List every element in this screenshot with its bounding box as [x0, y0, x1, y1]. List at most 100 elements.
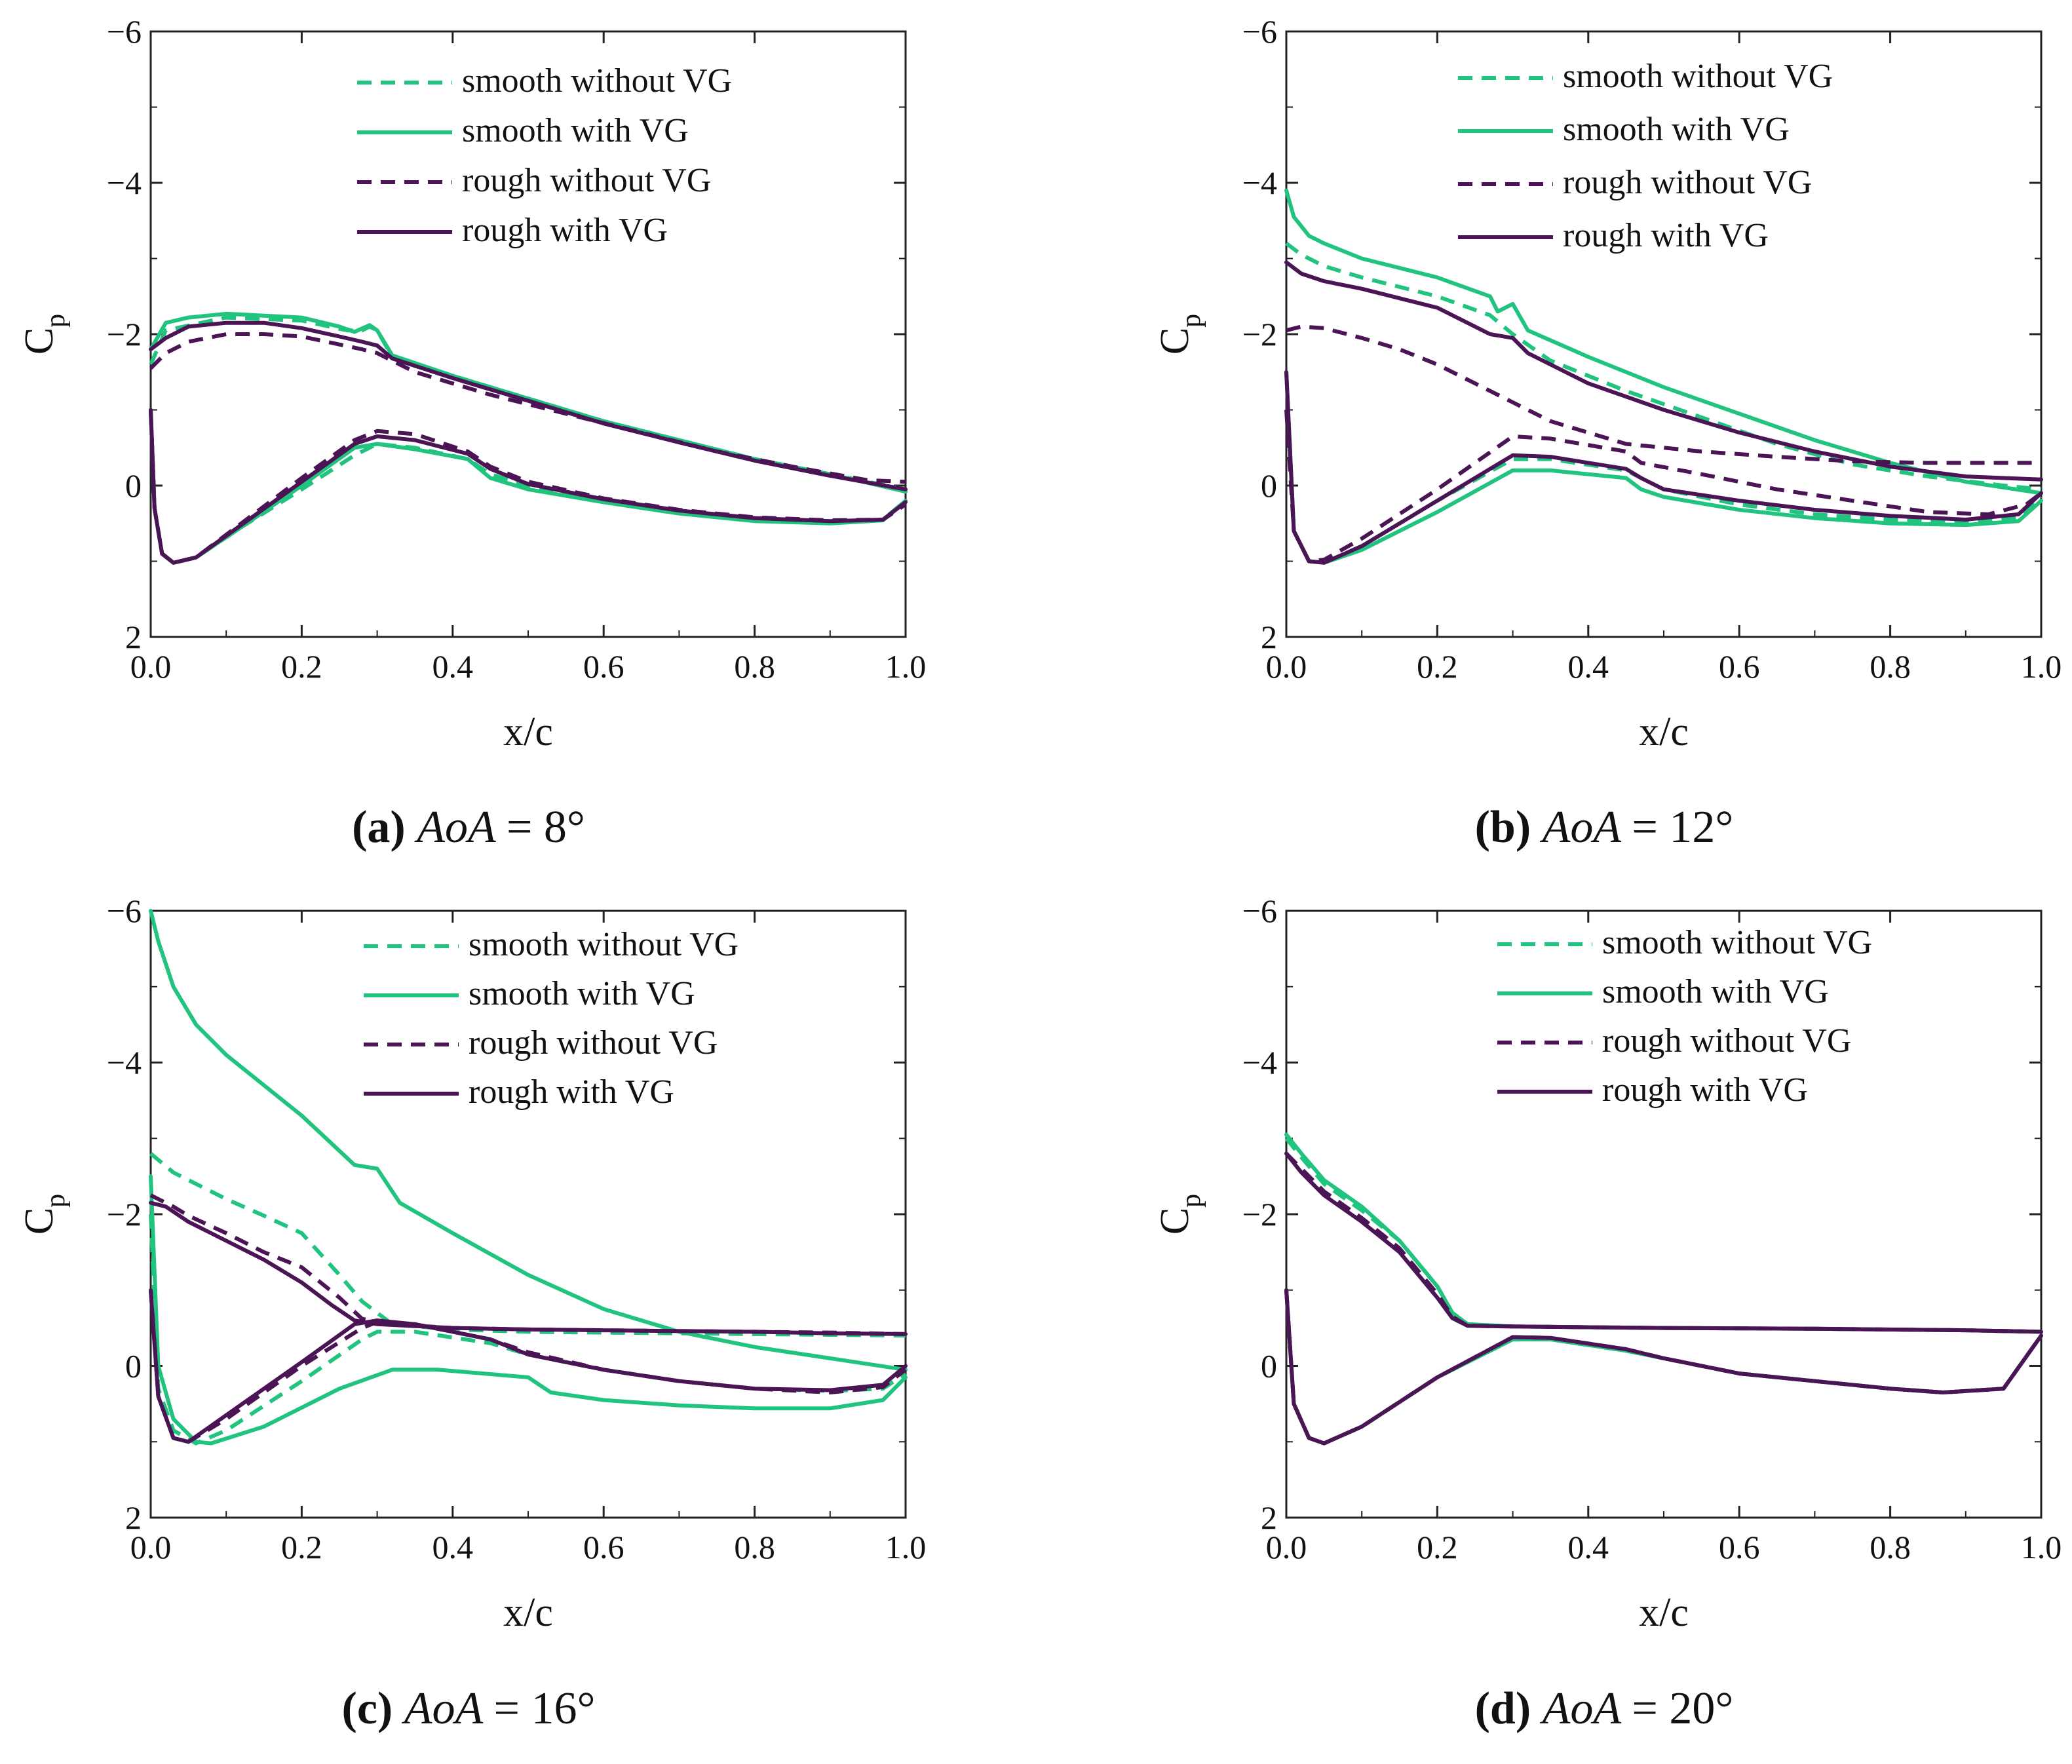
x-tick-label: 0.8	[1870, 1529, 1911, 1565]
y-tick-label: −6	[107, 892, 142, 929]
legend-entry: rough without VG	[1563, 164, 1812, 201]
chart-panel-d: 0.0 0.2 0.4 0.6 0.8 1.0 −6 −4 −2 0 2 x/c Cp smooth wi…	[1153, 892, 2062, 1734]
caption-value: = 20°	[1632, 1683, 1733, 1734]
series-line-smooth-without-vg-lower	[1284, 1290, 2043, 1446]
legend-entry: smooth with VG	[1602, 973, 1829, 1010]
y-axis-label-subscript: p	[41, 314, 71, 328]
series-line-smooth-without-vg-upper	[1284, 1137, 2042, 1334]
x-tick-label: 0.0	[130, 648, 172, 685]
x-tick-label: 0.8	[1870, 648, 1911, 685]
legend-entry: rough without VG	[1602, 1022, 1851, 1060]
series-line-rough-with-vg-lower	[1284, 370, 2043, 565]
series-line-smooth-without-vg-upper	[149, 1152, 906, 1338]
legend-entry: rough with VG	[1563, 217, 1769, 254]
y-tick-label: 0	[1261, 467, 1277, 504]
x-tick-label: 1.0	[885, 1529, 927, 1565]
series-line-smooth-with-vg-upper	[149, 909, 908, 1372]
series-line-smooth-with-vg-upper	[1284, 1132, 2043, 1334]
y-tick-label: −4	[107, 164, 142, 201]
series-line-rough-with-vg-lower	[1284, 1288, 2043, 1446]
series-line-smooth-without-vg-lower	[149, 410, 907, 565]
x-tick-label: 0.4	[1568, 648, 1609, 685]
series-line-rough-with-vg-upper	[149, 320, 908, 491]
series-line-rough-with-vg-lower	[149, 1288, 908, 1444]
y-axis-label: Cp	[17, 1194, 71, 1235]
caption-value: = 8°	[507, 802, 585, 853]
series-line-rough-without-vg-lower	[1284, 410, 2043, 564]
x-axis-label: x/c	[503, 1590, 553, 1635]
x-tick-label: 0.6	[583, 1529, 624, 1565]
series-line-rough-without-vg-lower	[1284, 1290, 2043, 1446]
legend-entry: smooth without VG	[462, 62, 732, 100]
y-axis-label: Cp	[1153, 1194, 1206, 1235]
legend: smooth without VG smooth with VG rough wit…	[364, 926, 739, 1111]
series-line-rough-with-vg-upper	[1284, 1151, 2043, 1334]
y-tick-label: −4	[107, 1045, 142, 1081]
y-axis-label: Cp	[1153, 314, 1206, 355]
x-tick-label: 0.6	[1719, 1529, 1760, 1565]
legend: smooth without VG smooth with VG rough wit…	[1458, 58, 1833, 254]
y-tick-label: 2	[1261, 619, 1277, 655]
series-line-smooth-without-vg-upper	[149, 315, 906, 491]
y-axis-label-subscript: p	[1176, 314, 1206, 328]
y-tick-label: −2	[1242, 316, 1277, 353]
y-tick-label: 2	[1261, 1499, 1277, 1536]
legend: smooth without VG smooth with VG rough wit…	[357, 62, 732, 249]
series-line-rough-with-vg-upper	[1284, 260, 2043, 482]
legend-entry: rough with VG	[462, 212, 668, 249]
y-tick-label: −4	[1242, 1045, 1277, 1081]
y-tick-label: 0	[125, 1348, 142, 1385]
legend-entry: smooth without VG	[1563, 58, 1833, 95]
x-tick-label: 0.4	[432, 648, 474, 685]
caption-value: = 12°	[1632, 802, 1733, 853]
y-tick-label: 2	[125, 619, 142, 655]
x-tick-label: 0.2	[281, 1529, 322, 1565]
legend-entry: smooth with VG	[462, 112, 689, 149]
x-tick-label: 0.0	[1266, 1529, 1307, 1565]
caption-variable: AoA	[402, 1683, 494, 1734]
x-tick-label: 0.8	[734, 1529, 775, 1565]
x-axis-label: x/c	[1639, 710, 1689, 754]
x-tick-label: 0.8	[734, 648, 775, 685]
series-line-rough-without-vg-lower	[149, 1290, 907, 1444]
y-axis-label: Cp	[17, 314, 71, 355]
y-tick-label: −6	[1242, 892, 1277, 929]
legend-entry: smooth with VG	[469, 975, 695, 1012]
series-line-rough-with-vg-upper	[149, 1200, 908, 1336]
legend-entry: rough with VG	[469, 1073, 674, 1111]
chart-panel-a: 0.0 0.2 0.4 0.6 0.8 1.0 −6 −4 −2 0 2 x/c Cp smooth wi…	[17, 13, 926, 853]
subfigure-caption: (d) AoA = 20°	[1475, 1683, 1734, 1734]
caption-variable: AoA	[1540, 802, 1632, 853]
x-tick-label: 0.6	[1719, 648, 1760, 685]
caption-value: = 16°	[493, 1683, 595, 1734]
series-line-rough-with-vg-lower	[149, 408, 908, 565]
legend-entry: rough with VG	[1602, 1071, 1808, 1109]
x-tick-label: 0.4	[432, 1529, 474, 1565]
caption-letter: (a)	[352, 802, 417, 853]
series-line-smooth-without-vg-lower	[149, 1214, 907, 1446]
chart-panel-c: 0.0 0.2 0.4 0.6 0.8 1.0 −6 −4 −2 0 2 x/c Cp smooth wi…	[17, 892, 926, 1734]
x-axis-label: x/c	[503, 710, 553, 754]
x-tick-label: 0.0	[130, 1529, 172, 1565]
y-tick-label: −2	[107, 316, 142, 353]
y-tick-label: 2	[125, 1499, 142, 1536]
chart-panel-b: 0.0 0.2 0.4 0.6 0.8 1.0 −6 −4 −2 0 2 x/c Cp smooth wi…	[1153, 13, 2062, 853]
x-tick-label: 0.2	[1417, 1529, 1458, 1565]
x-tick-label: 1.0	[2021, 1529, 2062, 1565]
y-axis-label-subscript: p	[1176, 1194, 1206, 1208]
y-tick-label: 0	[125, 467, 142, 504]
x-tick-label: 1.0	[885, 648, 927, 685]
series-line-rough-without-vg-upper	[1286, 324, 2041, 465]
x-tick-label: 0.2	[281, 648, 322, 685]
y-tick-label: −2	[107, 1196, 142, 1233]
legend-entry: rough without VG	[469, 1024, 718, 1062]
legend-entry: smooth without VG	[1602, 924, 1872, 961]
x-axis-label: x/c	[1639, 1590, 1689, 1635]
legend-entry: smooth with VG	[1563, 111, 1790, 148]
x-tick-label: 0.2	[1417, 648, 1458, 685]
series-line-smooth-without-vg-upper	[1285, 242, 2042, 491]
caption-variable: AoA	[1540, 1683, 1632, 1734]
y-axis-label-subscript: p	[41, 1194, 71, 1208]
caption-letter: (d)	[1475, 1683, 1543, 1734]
